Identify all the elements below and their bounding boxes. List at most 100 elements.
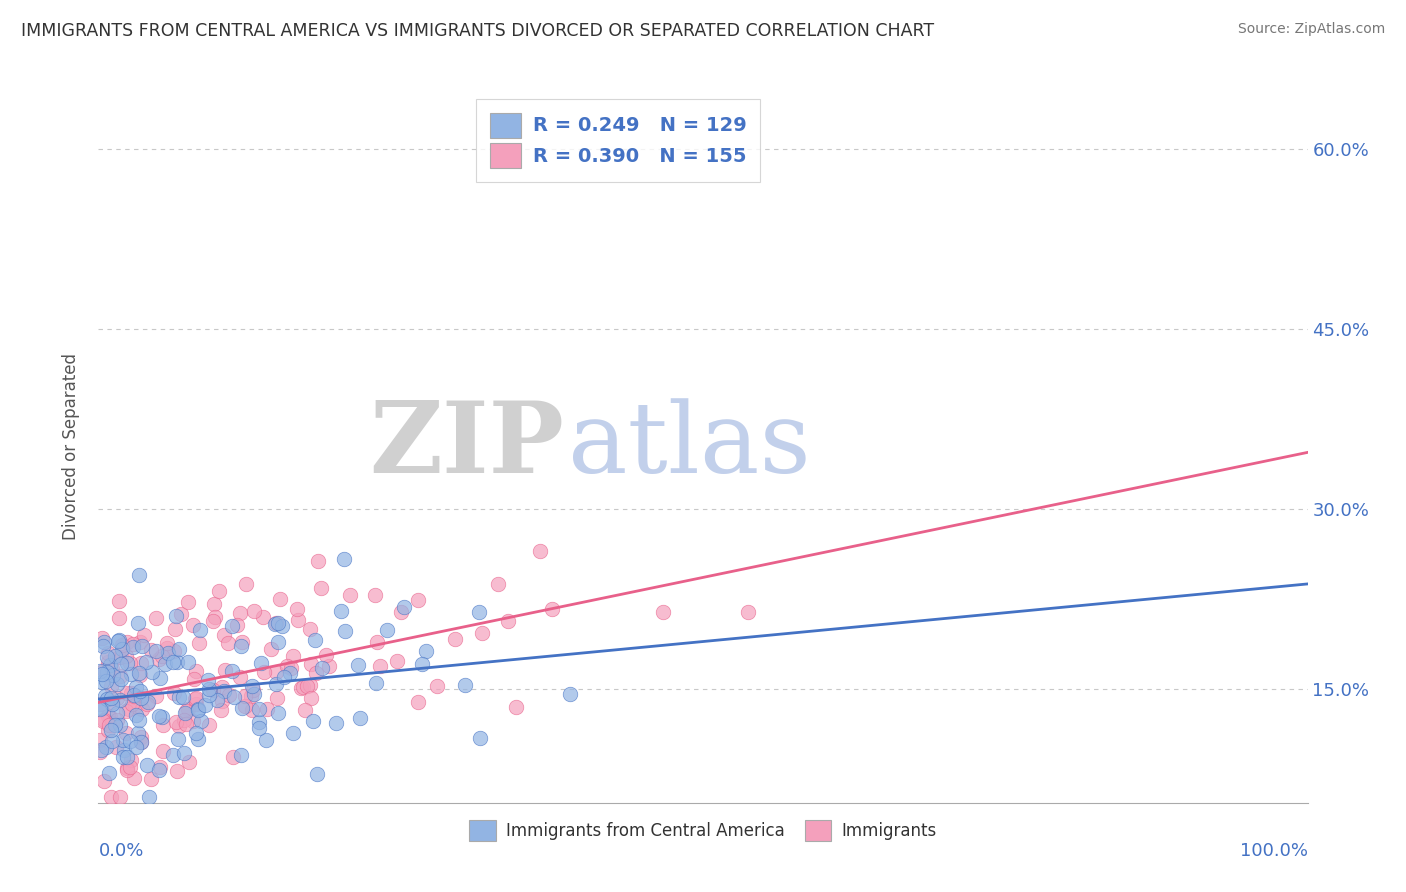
Point [118,734,141,748]
Point [233,689,256,703]
Point [197,682,219,697]
Point [156,641,179,656]
Point [392,599,415,614]
Point [129,735,152,749]
Point [243,687,266,701]
Point [131,656,153,670]
Point [364,676,387,690]
Point [188,635,211,649]
Point [211,694,233,708]
Point [125,707,148,722]
Point [364,588,387,602]
Point [229,748,252,763]
Point [307,553,329,567]
Point [135,758,157,772]
Point [260,641,283,656]
Text: Source: ZipAtlas.com: Source: ZipAtlas.com [1237,22,1385,37]
Point [231,635,253,649]
Point [141,772,163,786]
Point [89,745,111,759]
Point [205,693,228,707]
Point [120,753,142,767]
Point [198,718,221,732]
Point [166,764,188,778]
Point [225,617,247,632]
Point [281,726,304,740]
Point [243,604,266,618]
Point [100,789,122,804]
Point [165,608,187,623]
Point [166,655,188,669]
Point [315,648,337,662]
Point [97,723,120,737]
Point [332,552,354,566]
Point [299,657,322,672]
Point [256,701,278,715]
Point [202,597,225,611]
Point [100,723,122,737]
Point [183,714,205,728]
Point [266,691,288,706]
Point [145,611,167,625]
Point [280,661,302,675]
Point [128,568,150,582]
Point [217,635,239,649]
Point [97,655,120,669]
Text: 100.0%: 100.0% [1240,842,1308,860]
Point [115,705,138,719]
Point [145,690,167,704]
Point [174,717,197,731]
Point [135,655,157,669]
Point [188,623,211,637]
Point [186,697,208,711]
Point [169,719,191,733]
Point [302,714,325,728]
Point [204,610,226,624]
Point [93,640,115,654]
Point [224,690,246,704]
Point [110,650,132,665]
Point [299,690,322,705]
Point [406,695,429,709]
Point [148,708,170,723]
Point [165,622,187,636]
Point [94,740,117,755]
Point [292,680,315,694]
Point [110,717,132,731]
Point [94,690,117,704]
Point [100,690,122,705]
Point [131,702,153,716]
Point [170,607,193,622]
Point [211,680,233,694]
Point [124,740,146,755]
Point [285,602,308,616]
Point [105,690,128,705]
Point [149,760,172,774]
Point [212,684,235,698]
Point [208,583,231,598]
Point [235,698,257,713]
Point [177,655,200,669]
Point [167,731,190,746]
Point [264,677,287,691]
Point [202,682,225,697]
Point [97,709,120,723]
Point [152,744,174,758]
Point [111,642,134,657]
Point [737,605,759,619]
Point [107,593,129,607]
Point [218,688,240,702]
Point [115,726,138,740]
Point [194,698,217,713]
Point [98,718,121,732]
Point [276,658,298,673]
Point [486,577,509,591]
Point [325,715,347,730]
Point [198,689,221,703]
Point [187,701,209,715]
Point [287,613,309,627]
Point [187,731,209,746]
Point [129,690,152,705]
Point [97,647,120,661]
Point [267,706,290,721]
